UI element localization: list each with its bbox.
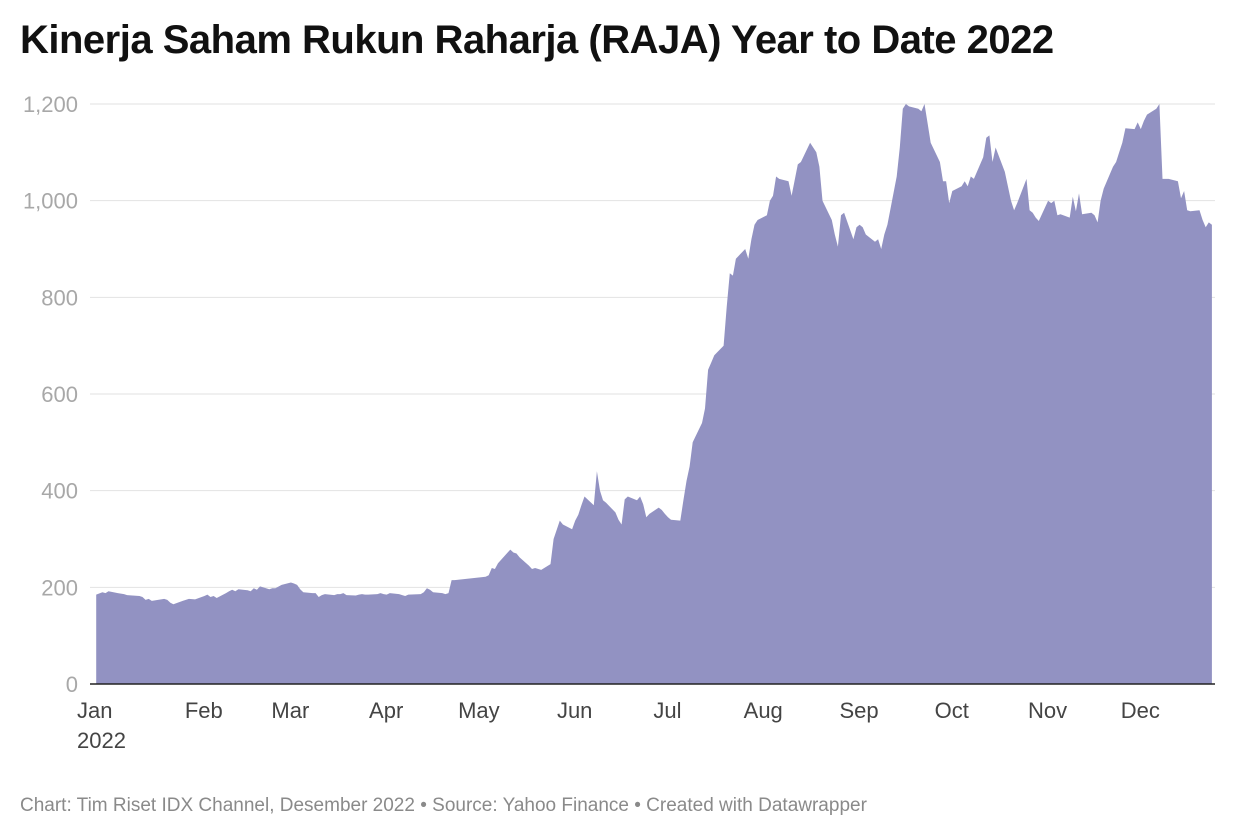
- x-tick-labels: Jan 2022 Feb Mar Apr May Jun Jul Aug Sep Oct Nov Dec: [77, 698, 1160, 753]
- y-tick-label: 400: [41, 479, 78, 504]
- x-tick-label: Jul: [653, 698, 681, 723]
- y-tick-label: 800: [41, 285, 78, 310]
- x-tick-label: Apr: [369, 698, 403, 723]
- x-tick-label: May: [458, 698, 500, 723]
- y-tick-label: 1,200: [23, 92, 78, 117]
- x-tick-sublabel: 2022: [77, 728, 126, 753]
- x-tick-label: Jun: [557, 698, 592, 723]
- area-series: [96, 104, 1212, 684]
- chart-title: Kinerja Saham Rukun Raharja (RAJA) Year …: [20, 18, 1054, 62]
- y-tick-labels: 0 200 400 600 800 1,000 1,200: [23, 92, 78, 697]
- x-tick-label: Mar: [271, 698, 309, 723]
- x-tick-label: Nov: [1028, 698, 1067, 723]
- y-tick-label: 0: [66, 672, 78, 697]
- x-tick-label: Feb: [185, 698, 223, 723]
- x-tick-label: Jan: [77, 698, 112, 723]
- y-tick-label: 200: [41, 575, 78, 600]
- area-fill: [96, 104, 1212, 684]
- y-tick-label: 1,000: [23, 189, 78, 214]
- x-tick-label: Dec: [1121, 698, 1160, 723]
- x-tick-label: Oct: [935, 698, 969, 723]
- chart-footer: Chart: Tim Riset IDX Channel, Desember 2…: [20, 795, 867, 816]
- y-tick-label: 600: [41, 382, 78, 407]
- x-tick-label: Sep: [839, 698, 878, 723]
- x-tick-label: Aug: [744, 698, 783, 723]
